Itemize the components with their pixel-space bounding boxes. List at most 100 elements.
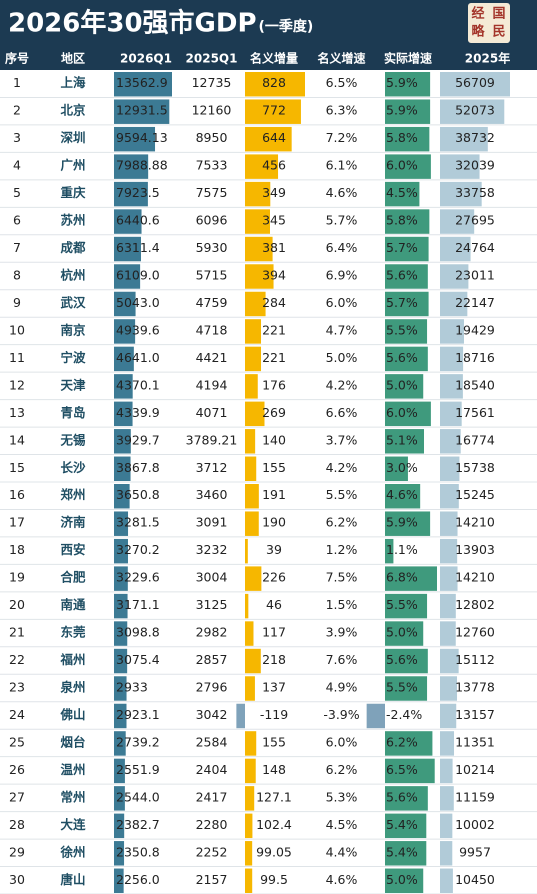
cell-text: 137 (262, 680, 286, 695)
cell-text: 3270.2 (116, 542, 160, 557)
cell-text: 2544.0 (116, 789, 160, 804)
cell-bar (385, 99, 431, 124)
cell-text: 14 (9, 432, 25, 447)
cell-text: 7.6% (326, 652, 358, 667)
cell-text: 6311.4 (116, 240, 160, 255)
cell-bar (440, 593, 456, 619)
cell-text: 3867.8 (116, 460, 160, 475)
cell-text: 18540 (455, 377, 495, 392)
cell-text: 1.2% (326, 542, 358, 557)
cell-text: 5930 (196, 240, 228, 255)
cell-bar (245, 429, 256, 454)
cell-text: 5.6% (386, 789, 418, 804)
cell-text: 3229.6 (116, 570, 160, 585)
cell-bar (440, 758, 453, 784)
cell-text: 5.5% (326, 487, 358, 502)
city-name: 广州 (60, 158, 85, 173)
cell-text: 5.5% (386, 322, 418, 337)
cell-text: 3091 (196, 515, 228, 530)
cell-bar (114, 264, 141, 289)
cell-bar (245, 593, 249, 619)
cell-bar (385, 291, 429, 317)
cell-bar (114, 648, 128, 674)
cell-bar (385, 648, 428, 674)
cell-text: 5.1% (386, 432, 418, 447)
cell-text: 3042 (196, 707, 228, 722)
cell-text: 190 (262, 515, 286, 530)
cell-text: 226 (262, 570, 286, 585)
cell-bar (245, 621, 254, 646)
cell-text: 5.0% (326, 350, 358, 365)
cell-text: 7 (13, 240, 21, 255)
cell-bar (114, 181, 148, 207)
cell-text: 2 (13, 103, 21, 118)
cell-text: 9 (13, 295, 21, 310)
cell-bar (385, 374, 424, 399)
cell-text: 5.7% (386, 295, 418, 310)
cell-text: 4.5% (386, 185, 418, 200)
city-name: 青岛 (60, 405, 85, 420)
cell-text: 39 (266, 542, 282, 557)
cell-bar (440, 676, 458, 701)
title-bar (0, 0, 537, 48)
cell-text: 6.5% (326, 75, 358, 90)
cell-bar (245, 731, 257, 756)
cell-text: 4641.0 (116, 350, 160, 365)
city-name: 济南 (60, 515, 86, 530)
cell-text: 2982 (196, 625, 228, 640)
cell-text: 6440.6 (116, 213, 160, 228)
cell-text: 345 (262, 213, 286, 228)
cell-bar (440, 291, 468, 317)
cell-text: 10 (9, 322, 25, 337)
cell-text: 14210 (455, 570, 495, 585)
cell-text: 221 (262, 350, 286, 365)
cell-text: 7988.88 (116, 158, 168, 173)
cell-bar (114, 484, 130, 509)
cell-bar (385, 841, 427, 866)
cell-text: 644 (262, 130, 286, 145)
cell-text: 2350.8 (116, 844, 160, 859)
cell-text: 3281.5 (116, 515, 160, 530)
cell-text: 5.0% (386, 377, 418, 392)
cell-bar (245, 291, 266, 317)
cell-text: 17561 (455, 405, 495, 420)
cell-text: 4.6% (326, 185, 358, 200)
cell-text: 3789.21 (186, 432, 238, 447)
cell-text: 176 (262, 377, 286, 392)
cell-bar (385, 511, 431, 536)
cell-text: 3460 (196, 487, 228, 502)
cell-text: 6.6% (326, 405, 358, 420)
cell-text: 7.5% (326, 570, 358, 585)
cell-text: 5.7% (326, 213, 358, 228)
title: 2026年30强市GDP (8, 8, 257, 39)
cell-bar (440, 209, 475, 234)
cell-text: 4071 (196, 405, 228, 420)
column-header: 实际增速 (384, 51, 432, 66)
cell-text: 21 (9, 625, 25, 640)
cell-bar (114, 511, 129, 536)
cell-text: 2933 (116, 680, 148, 695)
cell-bar (440, 511, 458, 536)
cell-text: 26 (9, 762, 25, 777)
city-name: 武汉 (60, 295, 86, 310)
cell-text: 349 (262, 185, 286, 200)
cell-text: 127.1 (256, 789, 292, 804)
cell-text: 218 (262, 652, 286, 667)
cell-text: 6109.0 (116, 268, 160, 283)
cell-text: 18716 (455, 350, 495, 365)
cell-bar (366, 703, 385, 729)
cell-text: 4.6% (326, 872, 358, 887)
cell-text: 6.0% (326, 295, 358, 310)
cell-text: 5.4% (386, 844, 418, 859)
cell-text: 6 (13, 213, 21, 228)
cell-bar (245, 209, 270, 234)
cell-bar (385, 154, 431, 179)
city-name: 西安 (60, 542, 85, 557)
column-header: 地区 (61, 51, 85, 66)
cell-text: 30 (9, 872, 25, 887)
cell-text: 99.5 (260, 872, 288, 887)
cell-text: 2796 (196, 680, 228, 695)
cell-text: 3.9% (326, 625, 358, 640)
cell-text: 2739.2 (116, 734, 160, 749)
cell-text: 5.8% (386, 130, 418, 145)
